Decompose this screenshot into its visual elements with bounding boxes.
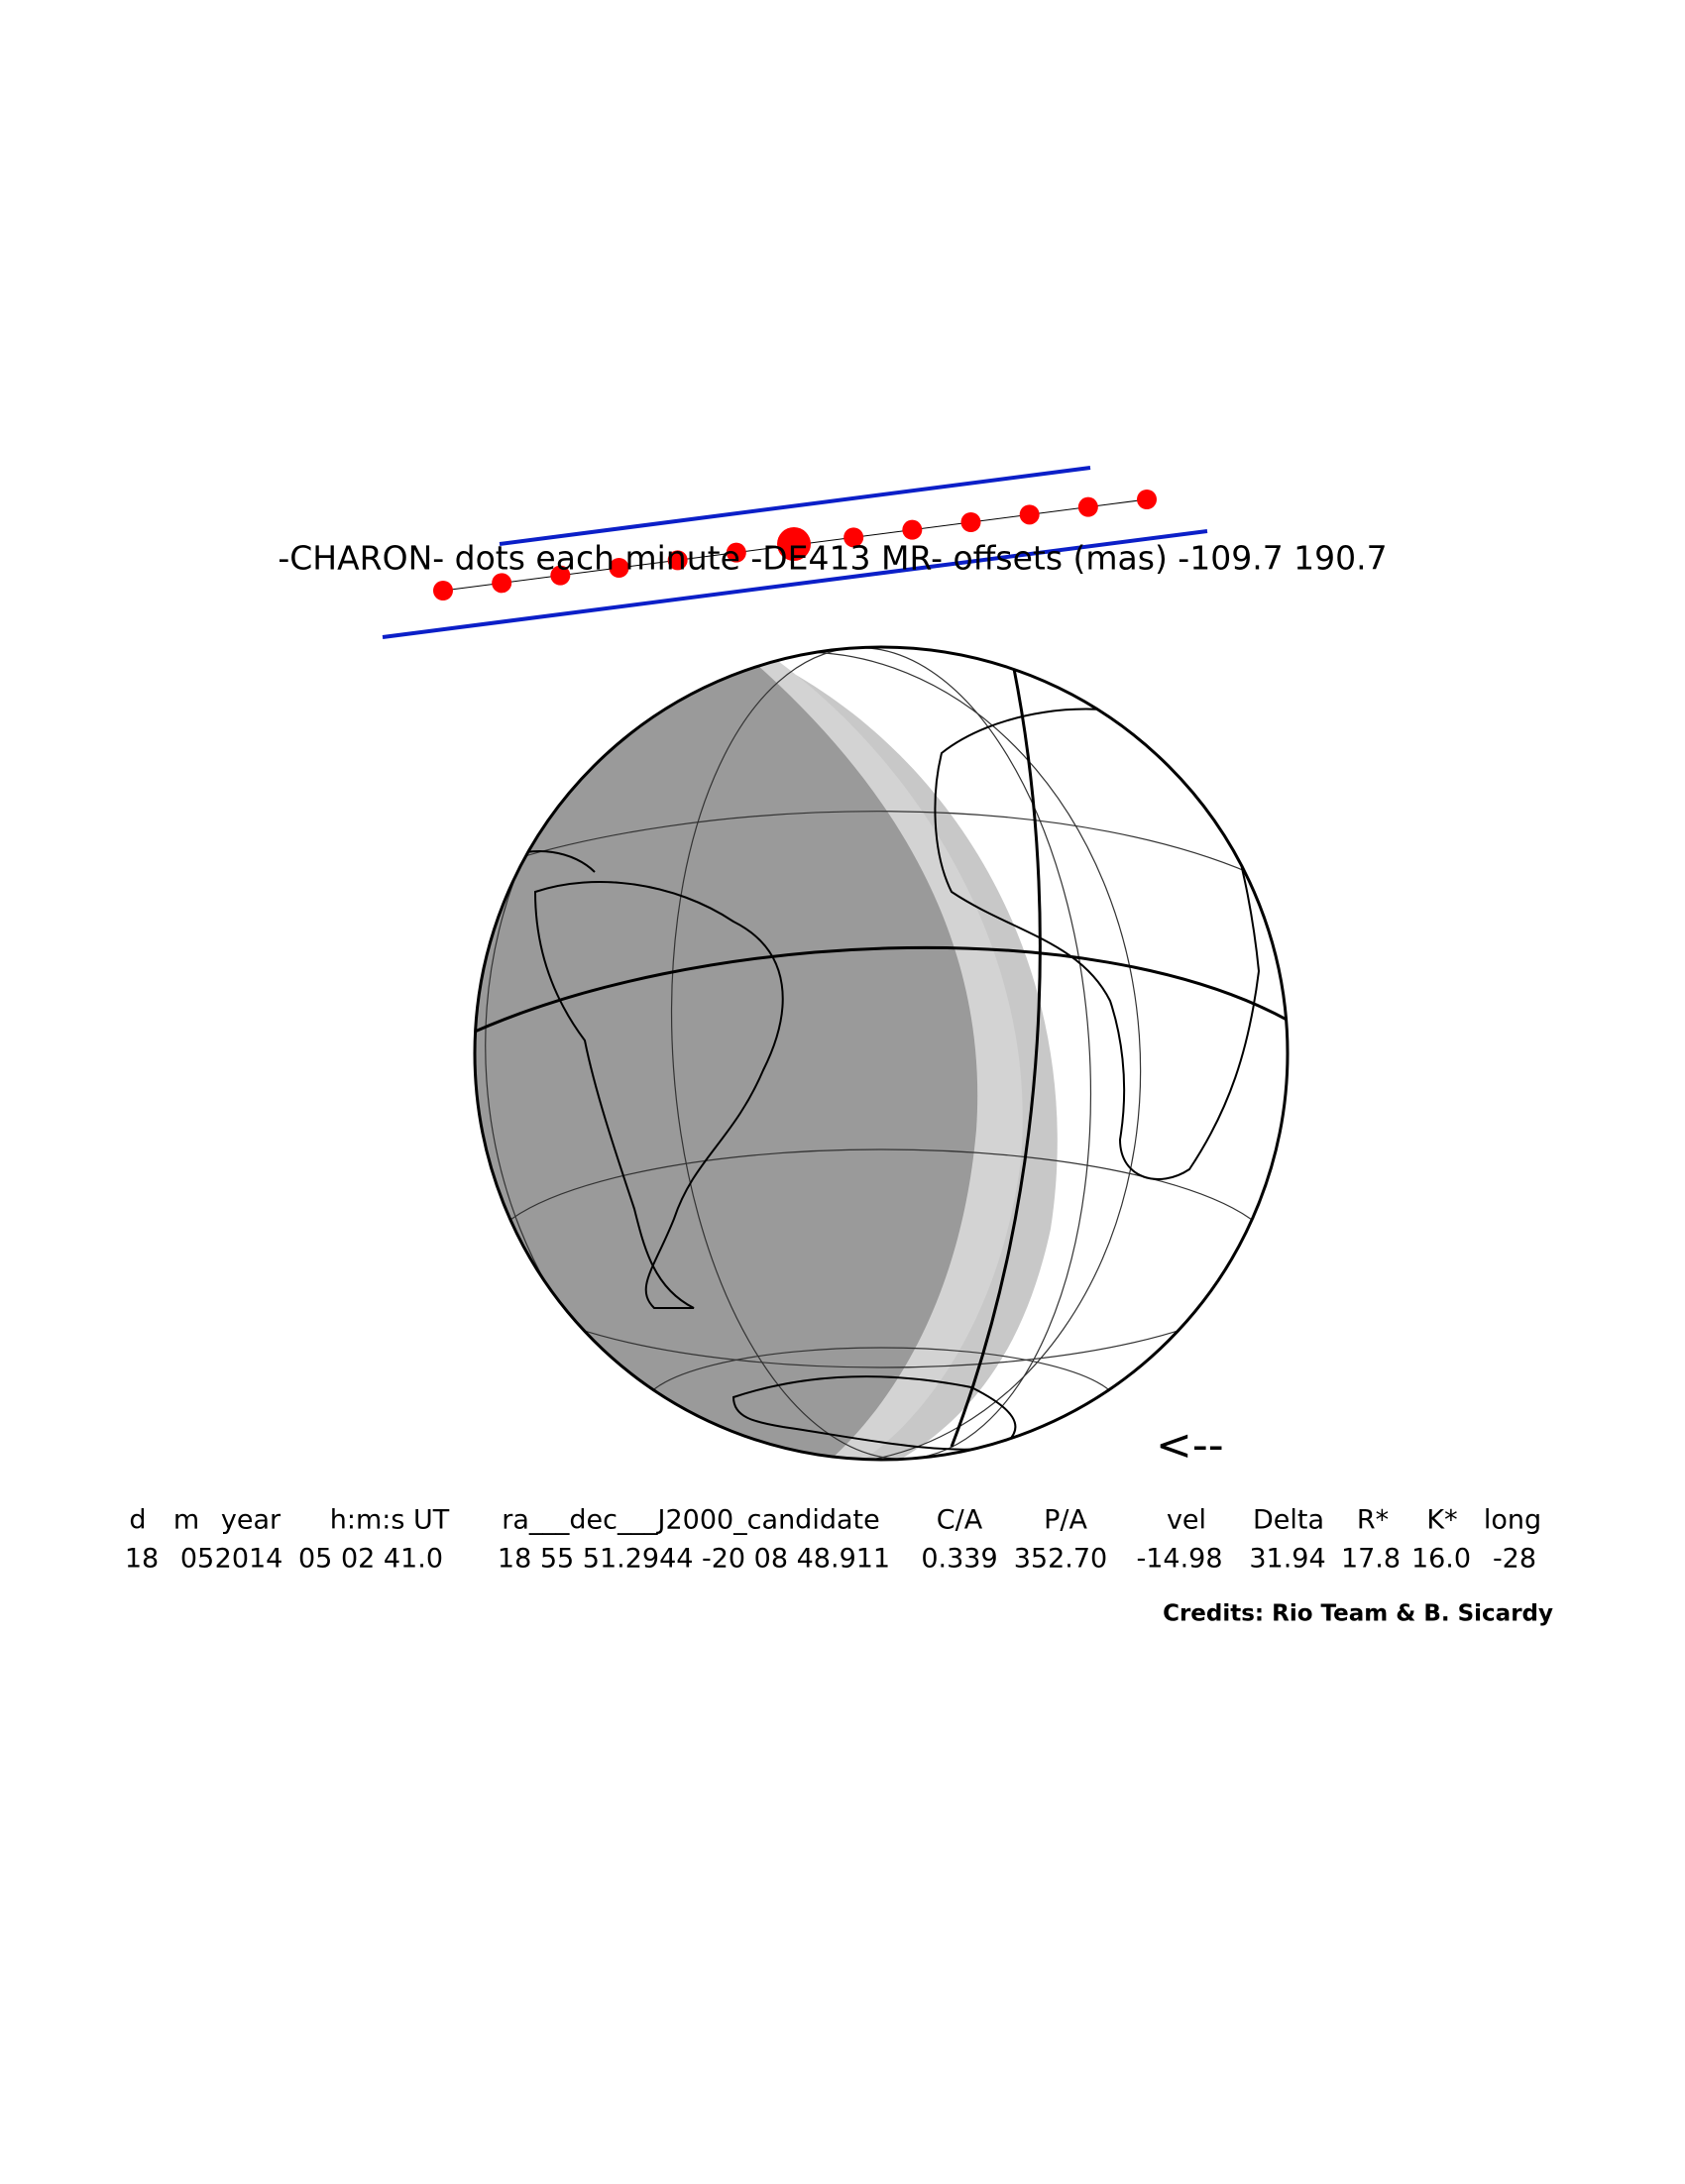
minute-dot — [1019, 504, 1040, 525]
globe — [473, 645, 1290, 1462]
table-cell: 2014 — [215, 1544, 283, 1575]
table-cell: 18 55 51.2944 -20 08 48.911 — [498, 1544, 890, 1575]
table-cell: 352.70 — [1014, 1544, 1107, 1575]
table-cell: -28 — [1493, 1544, 1536, 1575]
minute-dot — [960, 512, 981, 532]
table-cell: -14.98 — [1136, 1544, 1222, 1575]
column-header: K* — [1426, 1505, 1457, 1536]
column-header: P/A — [1044, 1505, 1087, 1536]
minute-dot — [1137, 490, 1157, 509]
table-cell: 31.94 — [1249, 1544, 1325, 1575]
shadow-path — [382, 466, 1208, 639]
minute-dot — [667, 550, 688, 571]
minute-dot — [843, 527, 864, 548]
column-header: vel — [1167, 1505, 1206, 1536]
column-header: R* — [1357, 1505, 1389, 1536]
table-cell: 05 — [180, 1544, 214, 1575]
minute-dot — [433, 581, 453, 601]
table-cell: 0.339 — [921, 1544, 997, 1575]
minute-dot — [726, 542, 746, 563]
direction-arrow: <-- — [1156, 1420, 1224, 1471]
closest-approach-dot — [777, 527, 811, 561]
minute-dot — [550, 565, 571, 586]
credits: Credits: Rio Team & B. Sicardy — [1163, 1601, 1553, 1627]
minute-dot — [1077, 496, 1098, 517]
map-title: -CHARON- dots each minute -DE413 MR- off… — [278, 539, 1387, 578]
column-header: d — [129, 1505, 146, 1536]
terminator-meridian — [950, 653, 1042, 1448]
table-cell: 17.8 — [1341, 1544, 1401, 1575]
minute-dot — [609, 558, 629, 578]
column-header: long — [1484, 1505, 1541, 1536]
column-header: year — [221, 1505, 281, 1536]
table-cell: 18 — [125, 1544, 159, 1575]
minute-dot — [492, 573, 512, 594]
minute-dot — [902, 519, 923, 540]
column-header: C/A — [937, 1505, 983, 1536]
column-header: m — [173, 1505, 199, 1536]
column-header: h:m:s UT — [330, 1505, 450, 1536]
table-cell: 16.0 — [1411, 1544, 1471, 1575]
table-cell: 05 02 41.0 — [298, 1544, 443, 1575]
shadow-limit-north — [499, 466, 1091, 546]
globe-outline — [473, 645, 1290, 1462]
column-header: ra___dec___J2000_candidate — [502, 1505, 879, 1536]
event-table: d m year h:m:s UT ra___dec___J2000_candidate… — [125, 1505, 1541, 1575]
shadow-limit-south — [382, 529, 1208, 639]
equator — [475, 945, 1288, 1037]
column-header: Delta — [1253, 1505, 1324, 1536]
